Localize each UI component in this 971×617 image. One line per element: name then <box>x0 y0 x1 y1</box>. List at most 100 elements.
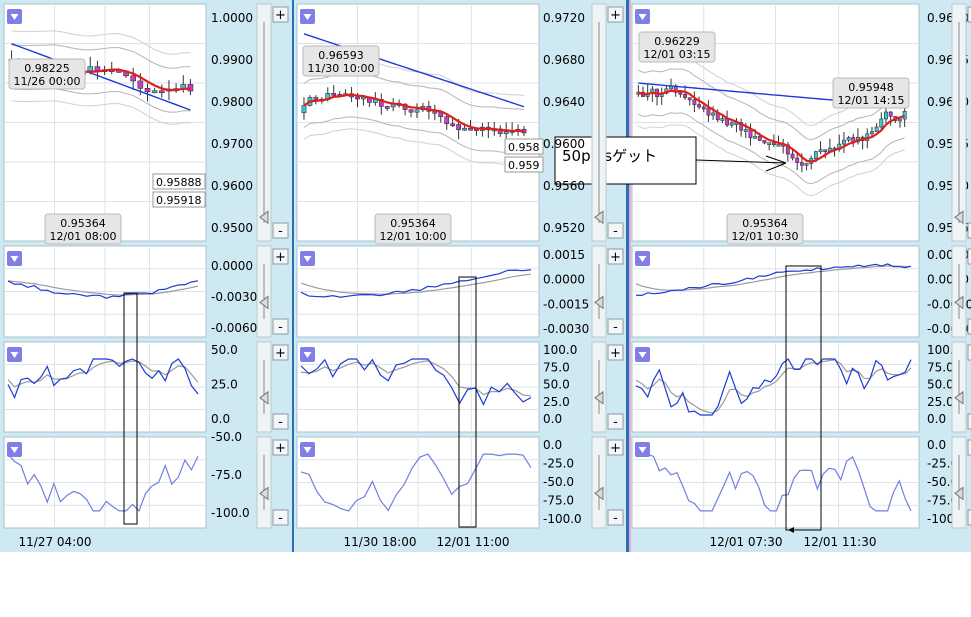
middle-axis-tick: 100.0 <box>543 343 577 357</box>
right-zoom-out-button-2[interactable] <box>967 413 971 430</box>
right-axis-tick: 0.0 <box>927 438 946 452</box>
callout-price: 0.96229 <box>654 35 700 48</box>
plus-icon: + <box>610 441 621 456</box>
triangle-left-icon[interactable] <box>259 486 269 501</box>
triangle-left-icon[interactable] <box>259 390 269 405</box>
left-axis-tick: 0.9600 <box>211 179 253 193</box>
right-candle <box>884 111 888 120</box>
middle-axis-tick: -75.0 <box>543 494 574 508</box>
left-zoom-in-button-1[interactable] <box>272 248 289 265</box>
middle-axis-tick: 0.9600 <box>543 137 585 151</box>
left-zoom-out-button-2[interactable] <box>272 413 289 430</box>
right-zoom-in-button-3[interactable] <box>967 439 971 456</box>
middle-zoom-in-button-0[interactable] <box>607 6 624 23</box>
triangle-left-icon[interactable] <box>954 295 964 310</box>
triangle-left-icon[interactable] <box>594 486 604 501</box>
middle-axis-tick: -0.0030 <box>543 322 589 336</box>
triangle-left-icon[interactable] <box>954 210 964 225</box>
right-axis-tick: 25.0 <box>927 395 954 409</box>
plus-icon: + <box>610 250 621 265</box>
triangle-left-icon[interactable] <box>954 486 964 501</box>
left-zoom-out-button-1[interactable] <box>272 318 289 335</box>
left-zoom-out-button-0[interactable] <box>272 222 289 239</box>
middle-osc-main-1 <box>300 269 532 298</box>
minus-icon: - <box>613 415 618 430</box>
right-zoom-in-button-2[interactable] <box>967 344 971 361</box>
triangle-left-icon[interactable] <box>594 295 604 310</box>
left-zoom-in-button-0[interactable] <box>272 6 289 23</box>
chevron-down-icon <box>638 447 647 453</box>
plus-icon: + <box>275 346 286 361</box>
right-zoom-out-button-3[interactable] <box>967 509 971 526</box>
middle-zoom-in-button-2[interactable] <box>607 344 624 361</box>
callout-box <box>638 31 716 63</box>
middle-price-tag <box>504 156 544 173</box>
chevron-down-icon <box>303 352 312 358</box>
right-candle <box>706 107 711 116</box>
callout-box <box>44 213 122 245</box>
middle-zoom-in-button-3[interactable] <box>607 439 624 456</box>
middle-time-label: 12/01 11:00 <box>437 535 510 549</box>
right-time-label: 12/01 11:30 <box>804 535 877 549</box>
triangle-left-icon[interactable] <box>594 210 604 225</box>
right-candle <box>888 111 893 117</box>
callout-price: 0.95948 <box>848 81 894 94</box>
right-osc-main-1 <box>635 263 912 296</box>
left-zoom-out-button-3[interactable] <box>272 509 289 526</box>
left-osc-signal-2 <box>7 360 199 388</box>
right-osc-main-3 <box>636 453 912 512</box>
triangle-left-icon[interactable] <box>259 295 269 310</box>
right-zoom-out-button-1[interactable] <box>967 318 971 335</box>
middle-zoom-in-button-1[interactable] <box>607 248 624 265</box>
middle-candle <box>384 106 390 109</box>
right-candle <box>846 137 851 141</box>
left-axis-tick: -75.0 <box>211 468 242 482</box>
middle-candle <box>414 109 420 113</box>
middle-candle <box>503 131 509 134</box>
right-candle <box>799 162 804 166</box>
right-candle <box>701 106 706 110</box>
left-axis-tick: -100.0 <box>211 506 250 520</box>
middle-zoom-out-button-2[interactable] <box>607 413 624 430</box>
left-price-tag <box>152 191 206 208</box>
right-axis-tick: -75.0 <box>927 494 958 508</box>
middle-axis-tick: 50.0 <box>543 378 570 392</box>
callout-time: 11/26 00:00 <box>14 75 81 88</box>
right-time-label: 12/01 07:30 <box>710 535 783 549</box>
left-axis-tick: 0.9800 <box>211 95 253 109</box>
right-candle <box>687 97 692 101</box>
right-candle <box>753 136 758 139</box>
left-candle <box>130 75 136 82</box>
left-ma-long <box>11 43 191 111</box>
annotation-text: 50pipsゲット <box>562 147 657 165</box>
right-candle <box>757 136 762 141</box>
middle-zoom-out-button-3[interactable] <box>607 509 624 526</box>
right-candle <box>771 142 776 145</box>
middle-zoom-out-button-1[interactable] <box>607 318 624 335</box>
left-zoom-in-button-2[interactable] <box>272 344 289 361</box>
left-axis-tick: 0.0 <box>211 412 230 426</box>
middle-band-lower-outer <box>303 128 525 167</box>
left-osc-main-2 <box>7 358 199 399</box>
plus-icon: + <box>610 346 621 361</box>
right-zoom-out-button-0[interactable] <box>967 222 971 239</box>
middle-zoom-out-button-0[interactable] <box>607 222 624 239</box>
callout-price: 0.95364 <box>60 217 106 230</box>
highlight-box-middle <box>458 276 477 528</box>
left-band-lower-outer <box>11 100 191 125</box>
triangle-left-icon[interactable] <box>259 210 269 225</box>
triangle-left-icon[interactable] <box>954 390 964 405</box>
middle-axis-tick: 0.0000 <box>543 273 585 287</box>
chevron-down-icon <box>303 14 312 20</box>
right-zoom-in-button-0[interactable] <box>967 6 971 23</box>
right-zoom-in-button-1[interactable] <box>967 248 971 265</box>
middle-ma-short <box>303 93 525 133</box>
right-candle <box>874 126 879 132</box>
middle-candle <box>355 96 360 100</box>
triangle-left-icon[interactable] <box>594 390 604 405</box>
middle-axis-tick: 0.9640 <box>543 95 585 109</box>
left-zoom-in-button-3[interactable] <box>272 439 289 456</box>
right-candle <box>739 122 744 131</box>
